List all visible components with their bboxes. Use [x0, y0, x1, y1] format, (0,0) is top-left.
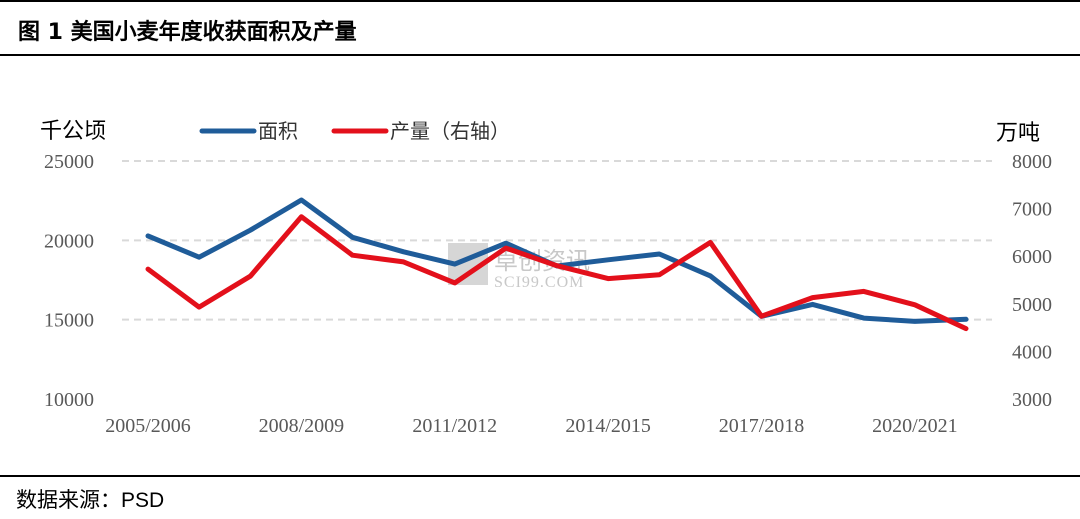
series-lines — [145, 197, 969, 332]
legend-label: 面积 — [258, 119, 298, 143]
source-value: PSD — [121, 489, 165, 512]
right-tick-label: 6000 — [1012, 246, 1052, 268]
x-tick-label: 2005/2006 — [105, 415, 191, 437]
x-tick-label: 2017/2018 — [719, 415, 805, 437]
watermark-url: SCI99.COM — [494, 274, 584, 291]
x-axis: 2005/2006 2008/2009 2011/2012 2014/2015 2017… — [105, 415, 957, 437]
right-axis-unit: 万吨 — [996, 121, 1040, 146]
left-tick-label: 25000 — [44, 151, 94, 173]
left-tick-label: 10000 — [44, 389, 94, 411]
x-tick-label: 2011/2012 — [412, 415, 497, 437]
left-axis: 10000 15000 20000 25000 — [44, 151, 94, 411]
right-tick-label: 4000 — [1012, 341, 1052, 363]
data-source: 数据来源：PSD — [16, 484, 164, 514]
source-label: 数据来源： — [16, 488, 121, 512]
footer-divider — [0, 475, 1080, 477]
left-tick-label: 20000 — [44, 230, 94, 252]
x-tick-label: 2020/2021 — [872, 415, 958, 437]
x-tick-label: 2014/2015 — [565, 415, 651, 437]
right-tick-label: 5000 — [1012, 294, 1052, 316]
x-tick-label: 2008/2009 — [259, 415, 345, 437]
gridlines — [122, 160, 992, 321]
right-tick-label: 3000 — [1012, 389, 1052, 411]
legend-label: 产量（右轴） — [390, 119, 510, 143]
title-bar: 图 1 美国小麦年度收获面积及产量 — [0, 0, 1080, 56]
legend: 面积 产量（右轴） — [199, 119, 510, 143]
right-tick-label: 8000 — [1012, 151, 1052, 173]
chart-title: 图 1 美国小麦年度收获面积及产量 — [18, 20, 357, 45]
right-axis: 3000 4000 5000 6000 7000 8000 — [1012, 151, 1052, 411]
series-line-output — [145, 214, 969, 332]
left-axis-unit: 千公顷 — [40, 119, 106, 144]
left-tick-label: 15000 — [44, 310, 94, 332]
right-tick-label: 7000 — [1012, 199, 1052, 221]
